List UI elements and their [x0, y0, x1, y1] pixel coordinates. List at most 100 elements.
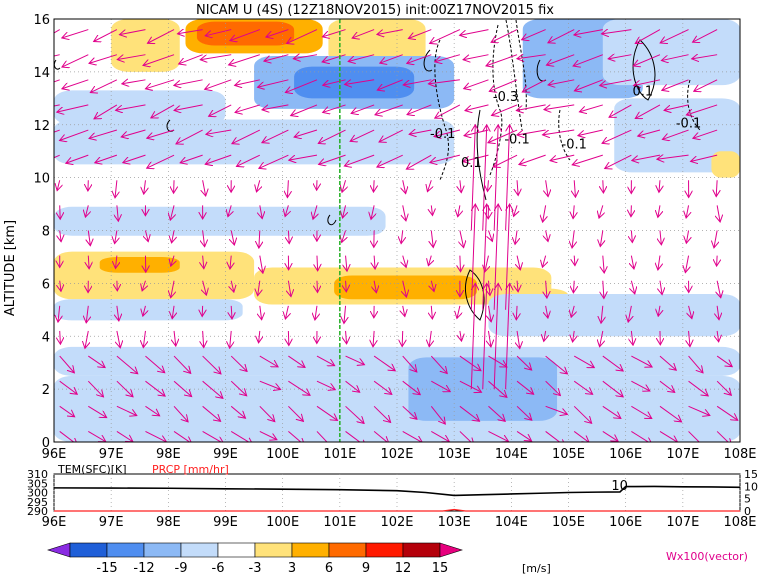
wind-vector: [460, 180, 461, 192]
wind-vector: [54, 29, 60, 34]
wind-vector: [716, 355, 732, 367]
wind-vector: [94, 104, 118, 119]
wind-vector: [377, 154, 403, 167]
wind-vector: [122, 80, 146, 84]
wind-vector: [323, 104, 346, 113]
wind-vector: [171, 280, 174, 298]
wind-vector: [145, 230, 148, 242]
wind-vector: [631, 255, 634, 269]
wind-vector: [345, 79, 375, 85]
wind-vector: [601, 30, 632, 34]
wind-vector: [291, 104, 318, 116]
colorbar-cell: [69, 542, 108, 558]
shade-region: [614, 98, 740, 173]
wind-vector: [235, 104, 260, 113]
wind-vector: [259, 154, 289, 168]
wind-vector: [87, 380, 103, 397]
wind-vector: [435, 54, 461, 62]
wind-vector: [431, 230, 433, 248]
wind-vector: [544, 104, 575, 110]
wind-vector: [515, 230, 517, 245]
wind-vector: [659, 380, 675, 392]
shade-region: [602, 19, 740, 86]
wind-vector: [403, 205, 406, 221]
sub-x-tick-label: 97E: [99, 515, 124, 530]
x-tick-label: 105E: [552, 447, 585, 462]
wind-vector: [488, 330, 490, 347]
wind-vector: [205, 154, 232, 164]
wind-vector: [482, 283, 487, 390]
wind-vector: [228, 205, 231, 216]
wind-vector: [517, 280, 518, 292]
wind-vector: [177, 30, 203, 34]
wind-vector: [147, 129, 175, 138]
wind-vector: [145, 79, 175, 89]
wind-vector: [664, 104, 689, 110]
wind-vector: [350, 129, 375, 141]
colorbar-cell: [254, 542, 293, 558]
wind-vector: [316, 405, 338, 420]
wind-vector: [459, 431, 474, 442]
wind-vector: [230, 29, 260, 41]
wind-vector: [374, 280, 376, 293]
wind-vector: [288, 230, 289, 244]
wind-vector: [88, 405, 106, 417]
wind-vector: [717, 255, 718, 267]
wind-vector: [579, 104, 603, 112]
colorbar-tick-label: 6: [325, 561, 333, 575]
wind-vector: [145, 380, 165, 396]
wind-vector: [288, 405, 303, 421]
wind-vector: [516, 431, 532, 441]
wind-vector: [661, 54, 689, 61]
wind-vector: [170, 205, 174, 220]
wind-vector: [686, 104, 718, 115]
contour-label: 0.1: [632, 85, 653, 100]
sub-x-tick-label: 106E: [609, 515, 642, 530]
y-tick-label: 12: [33, 119, 50, 134]
wind-vector: [457, 305, 460, 319]
wind-vector: [427, 180, 431, 191]
wind-vector: [602, 431, 618, 441]
wind-vector: [599, 205, 603, 218]
wind-vector: [689, 305, 692, 319]
wind-vector: [346, 280, 347, 292]
wind-vector: [403, 305, 405, 317]
wind-vector: [463, 54, 489, 60]
wind-vector: [143, 330, 145, 348]
wind-vector: [235, 79, 260, 86]
wind-vector: [117, 305, 119, 321]
wind-vector: [316, 355, 335, 366]
wind-vector: [517, 55, 546, 59]
wind-vector: [373, 355, 395, 371]
wind-vector: [264, 54, 289, 61]
y-tick-label: 6: [42, 277, 50, 292]
wind-vector: [431, 380, 450, 391]
wind-vector: [603, 180, 604, 193]
colorbar: -15 -12 -9 -6 -3 3 6 9 12 15: [47, 542, 463, 575]
wind-vector: [319, 154, 346, 164]
wind-vector: [574, 180, 575, 197]
y-tick-labels: 0 2 4 6 8 10 12 14 16: [33, 13, 50, 451]
wind-vector: [180, 154, 203, 163]
wind-vector: [688, 355, 703, 373]
x-tick-label: 97E: [99, 447, 124, 462]
shade-region: [54, 206, 386, 236]
wind-vector: [573, 54, 603, 66]
colorbar-unit: [m/s]: [522, 562, 551, 575]
wind-vector: [409, 130, 432, 134]
wind-vector: [492, 104, 518, 116]
wind-vector: [488, 380, 506, 397]
wind-vector: [317, 280, 318, 293]
wind-vector: [95, 154, 118, 163]
wind-vector: [488, 129, 518, 143]
wind-vector: [694, 79, 718, 92]
wind-vector: [631, 330, 633, 345]
wind-vector: [117, 54, 146, 60]
prcp-tick-label: 10: [744, 480, 758, 493]
wind-vector: [434, 129, 461, 136]
colorbar-tick-label: 15: [432, 561, 449, 575]
prcp-axis-name: PRCP [mm/hr]: [152, 463, 229, 476]
colorbar-tick-label: 9: [362, 561, 370, 575]
wind-vector: [459, 405, 480, 421]
